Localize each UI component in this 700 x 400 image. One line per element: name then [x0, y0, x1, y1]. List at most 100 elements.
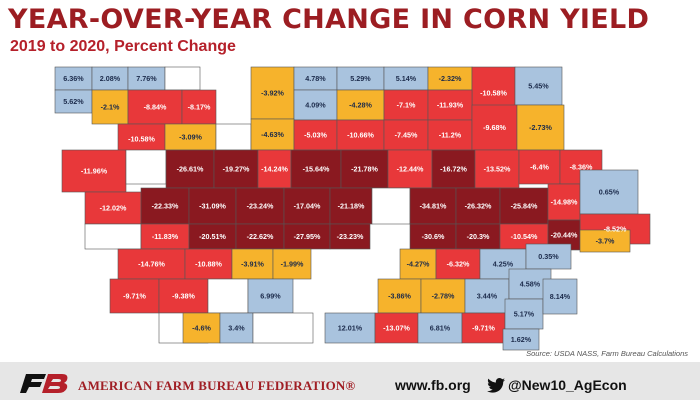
county-value-label: -23.24% [247, 202, 274, 211]
county-value-label: -26.32% [465, 202, 492, 211]
county-cell [455, 223, 501, 250]
county-value-label: 5.29% [350, 74, 371, 83]
county-cell [387, 149, 433, 189]
county-value-label: -9.71% [472, 324, 495, 333]
county-value-label: -21.78% [351, 165, 378, 174]
county-cell [502, 328, 540, 351]
county-cell [383, 119, 429, 151]
county-value-label: -8.52% [604, 225, 627, 234]
county-value-label: 6.81% [430, 324, 451, 333]
footer-bar [0, 362, 700, 400]
county-cell [461, 312, 506, 344]
county-cell [215, 123, 252, 151]
county-value-label: 0.35% [538, 252, 559, 261]
county-value-label: -3.92% [261, 89, 284, 98]
organization-name: AMERICAN FARM BUREAU FEDERATION® [78, 378, 356, 393]
county-value-label: 5.45% [528, 82, 549, 91]
county-value-label: 5.62% [63, 97, 84, 106]
county-value-label: -10.54% [511, 232, 538, 241]
county-value-label: -8.84% [144, 103, 167, 112]
county-value-label: -10.66% [347, 131, 374, 140]
county-value-label: -15.64% [303, 165, 330, 174]
county-value-label: -7.1% [397, 101, 416, 110]
county-cell [409, 223, 457, 250]
county-value-label: -3.91% [241, 260, 264, 269]
county-cell [474, 149, 520, 189]
county-value-label: 3.44% [477, 292, 498, 301]
county-value-label: -4.27% [407, 260, 430, 269]
county-value-label: -11.2% [439, 131, 462, 140]
county-cell [542, 278, 578, 315]
county-value-label: -2.73% [529, 123, 552, 132]
county-value-label: 2.08% [100, 74, 121, 83]
county-cell [247, 278, 294, 314]
county-value-label: -6.4% [530, 163, 549, 172]
county-value-label: -14.24% [261, 165, 288, 174]
county-value-label: 8.14% [550, 292, 571, 301]
county-cell [257, 149, 292, 189]
county-cell [329, 223, 371, 250]
county-cell [518, 149, 561, 185]
county-value-label: -26.61% [177, 165, 204, 174]
county-value-label: -8.36% [570, 163, 593, 172]
county-value-label: -22.33% [152, 202, 179, 211]
county-value-label: 7.76% [136, 74, 157, 83]
county-cell [207, 278, 249, 314]
county-cell [336, 89, 385, 121]
county-value-label: -10.88% [195, 260, 222, 269]
county-value-label: -8.17% [188, 103, 211, 112]
county-cell [181, 89, 217, 125]
county-cell [455, 187, 501, 225]
county-cell [250, 66, 295, 120]
map-title: YEAR-OVER-YEAR CHANGE IN CORN YIELD [8, 4, 650, 35]
county-cell [140, 187, 190, 225]
county-value-label: -20.3% [467, 232, 490, 241]
county-cell [431, 149, 476, 189]
map-subtitle: 2019 to 2020, Percent Change [10, 38, 236, 55]
county-cell [427, 89, 473, 121]
county-value-label: -2.32% [439, 74, 462, 83]
county-cell [293, 119, 338, 151]
county-cell [504, 298, 544, 330]
county-cell [91, 89, 129, 125]
county-cell [409, 187, 457, 225]
county-value-label: -14.98% [551, 198, 578, 207]
county-value-label: -34.81% [420, 202, 447, 211]
county-value-label: 5.17% [514, 310, 535, 319]
county-cell [340, 149, 389, 189]
county-value-label: -3.09% [179, 133, 202, 142]
county-value-label: -31.09% [199, 202, 226, 211]
twitter-handle[interactable]: @New10_AgEcon [508, 377, 627, 393]
county-value-label: -1.99% [281, 260, 304, 269]
county-value-label: -20.44% [551, 231, 578, 240]
county-cell [336, 119, 385, 151]
county-value-label: -10.58% [480, 89, 507, 98]
county-value-label: -10.58% [128, 135, 155, 144]
source-note: Source: USDA NASS, Farm Bureau Calculati… [526, 349, 688, 358]
iowa-county-map: 6.36% 2.08% 7.76% -3.92% 4.78% 5.29% 5.14% -2.3… [54, 66, 651, 351]
county-value-label: -11.83% [152, 232, 179, 241]
website-link[interactable]: www.fb.org [395, 377, 471, 393]
county-cell [324, 312, 376, 344]
county-cell [164, 123, 217, 151]
county-value-label: -11.96% [81, 167, 108, 176]
county-value-label: -19.27% [223, 165, 250, 174]
county-value-label: 3.4% [228, 324, 245, 333]
county-cell [293, 89, 338, 121]
county-cell [164, 66, 201, 91]
county-cell [84, 191, 142, 225]
county-cell [516, 104, 565, 151]
county-cell [329, 187, 373, 225]
county-value-label: -4.28% [349, 101, 372, 110]
county-cell [219, 312, 254, 344]
county-cell [435, 248, 481, 280]
county-value-label: -9.71% [123, 292, 146, 301]
county-value-label: -2.78% [432, 292, 455, 301]
county-value-label: -3.86% [388, 292, 411, 301]
county-cell [547, 183, 581, 221]
county-value-label: -16.72% [440, 165, 467, 174]
county-value-label: -2.1% [101, 103, 120, 112]
county-value-label: -25.84% [511, 202, 538, 211]
county-cell [374, 312, 419, 344]
county-value-label: -14.76% [138, 260, 165, 269]
